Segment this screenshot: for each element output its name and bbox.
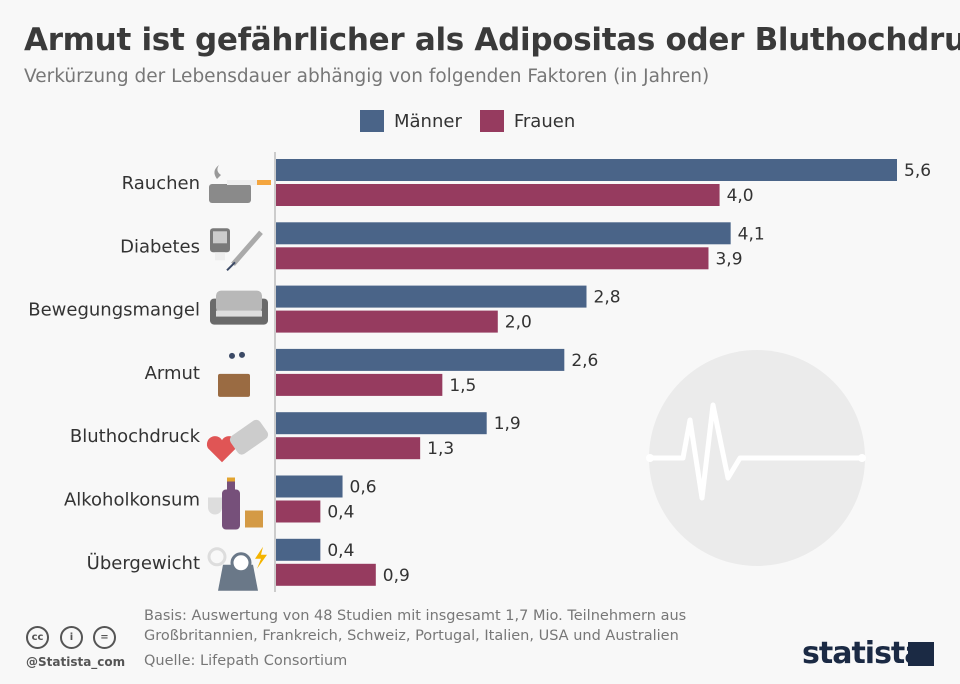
heart-pills-icon	[206, 419, 269, 463]
bar-maenner	[276, 412, 487, 435]
chart-title: Armut ist gefährlicher als Adipositas od…	[24, 22, 960, 58]
data-label: 0,9	[383, 566, 410, 586]
legend-item-frauen: Frauen	[479, 110, 576, 132]
chart-subtitle: Verkürzung der Lebensdauer abhängig von …	[24, 66, 710, 87]
twitter-handle: @Statista_com	[26, 655, 126, 669]
data-label: 5,6	[904, 161, 931, 181]
legend-label: Männer	[394, 110, 462, 132]
bar-maenner	[276, 475, 343, 498]
category-label: Bewegungsmangel	[28, 300, 200, 321]
basis-line-1: Basis: Auswertung von 48 Studien mit ins…	[144, 608, 687, 624]
bar-frauen	[276, 437, 421, 460]
heartbeat-icon	[646, 350, 866, 566]
statista-logo[interactable]: statista	[802, 636, 925, 671]
category-label: Bluthochdruck	[70, 426, 201, 447]
bar-frauen	[276, 184, 720, 206]
bar-maenner	[276, 159, 897, 181]
category-label: Rauchen	[122, 173, 200, 194]
data-label: 0,6	[350, 478, 377, 498]
bar-maenner	[276, 348, 565, 371]
data-label: 4,1	[738, 224, 765, 244]
legend: Männer Frauen	[360, 110, 575, 132]
bar-maenner	[276, 285, 587, 308]
data-label: 3,9	[715, 249, 742, 269]
bar-frauen	[276, 373, 443, 396]
data-label: 0,4	[327, 503, 354, 523]
ashtray-cigarette-icon	[209, 165, 271, 203]
data-label: 1,3	[427, 439, 454, 459]
glucometer-syringe-icon	[210, 228, 263, 272]
legend-item-maenner: Männer	[360, 110, 462, 132]
bar-frauen	[276, 310, 498, 333]
cc-icon: cc	[26, 626, 49, 649]
legend-label: Frauen	[513, 110, 576, 132]
data-label: 1,5	[449, 376, 476, 396]
legend-swatch	[479, 110, 504, 132]
bar-frauen	[276, 500, 321, 523]
data-label: 2,0	[505, 313, 532, 333]
category-label: Armut	[145, 363, 200, 384]
data-label: 4,0	[727, 186, 754, 206]
wine-whisky-icon	[208, 477, 263, 530]
by-icon: i	[60, 626, 83, 649]
data-label: 1,9	[494, 414, 521, 434]
category-label: Übergewicht	[87, 552, 200, 574]
data-label: 2,6	[571, 351, 598, 371]
data-label: 2,8	[594, 288, 621, 308]
statista-logo-mark	[908, 642, 934, 666]
data-label: 0,4	[327, 541, 354, 561]
source: Quelle: Lifepath Consortium	[144, 653, 348, 669]
bar-maenner	[276, 222, 731, 245]
legend-swatch	[360, 110, 384, 132]
nd-icon: =	[93, 626, 116, 649]
scale-icon	[207, 546, 267, 591]
bar-frauen	[276, 563, 376, 586]
category-label: Alkoholkonsum	[64, 490, 200, 511]
basis-line-2: Großbritannien, Frankreich, Schweiz, Por…	[144, 628, 679, 644]
sofa-icon	[210, 290, 268, 325]
wallet-icon	[218, 351, 250, 397]
bar-maenner	[276, 538, 321, 561]
bar-frauen	[276, 247, 709, 270]
category-label: Diabetes	[120, 236, 200, 257]
